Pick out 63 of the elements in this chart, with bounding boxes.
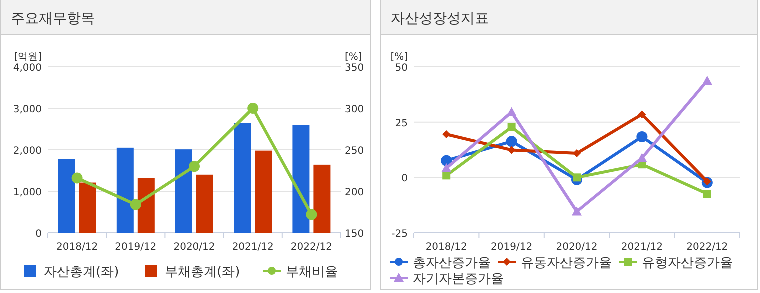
point xyxy=(506,136,518,148)
bar xyxy=(176,150,192,233)
y2-tick-label: 350 xyxy=(345,63,364,74)
point xyxy=(638,110,646,119)
y2-tick-label: 200 xyxy=(345,188,364,198)
y-tick-label: 2,000 xyxy=(13,146,42,157)
y-tick-label: 25 xyxy=(395,118,408,130)
y-tick-label: 1,000 xyxy=(13,188,42,198)
y2-axis-title: [%] xyxy=(345,52,362,63)
y-axis-title: [%] xyxy=(390,52,408,63)
point xyxy=(702,76,712,85)
point xyxy=(573,174,581,182)
y2-tick-label: 250 xyxy=(345,146,364,157)
point xyxy=(572,206,582,216)
y-tick-label: 4,000 xyxy=(13,63,42,74)
x-tick-label: 2021/12 xyxy=(232,242,274,253)
y-tick-label: -25 xyxy=(392,229,408,240)
x-tick-label: 2018/12 xyxy=(426,242,468,253)
legend-label: 총자산증가율 xyxy=(413,256,491,271)
bar xyxy=(196,174,214,233)
y-tick-label: 3,000 xyxy=(13,104,42,116)
chart-title: 주요재무항목 xyxy=(11,11,95,27)
legend-label: 자산총계(좌) xyxy=(44,265,120,280)
x-tick-label: 2022/12 xyxy=(290,242,332,253)
bar xyxy=(116,148,134,233)
bar xyxy=(255,150,272,233)
bar xyxy=(79,182,96,233)
y2-tick-label: 300 xyxy=(345,104,364,116)
y-tick-label: 0 xyxy=(402,174,408,185)
bar xyxy=(138,178,155,233)
legend-label: 유형자산증가율 xyxy=(642,256,733,271)
point xyxy=(248,103,259,114)
point xyxy=(703,190,712,198)
point xyxy=(442,163,452,172)
legend-label: 부채총계(좌) xyxy=(165,265,240,280)
x-tick-label: 2020/12 xyxy=(556,242,598,253)
x-tick-label: 2019/12 xyxy=(491,242,533,253)
chart-title: 자산성장성지표 xyxy=(391,11,489,27)
legend-label: 유동자산증가율 xyxy=(521,256,612,271)
x-tick-label: 2019/12 xyxy=(115,242,157,253)
y2-tick-label: 150 xyxy=(345,229,364,240)
legend-label: 부채비율 xyxy=(286,265,338,280)
point xyxy=(508,123,516,132)
bar xyxy=(58,159,76,233)
x-tick-label: 2021/12 xyxy=(621,242,663,253)
point xyxy=(306,209,318,220)
point xyxy=(703,178,712,186)
point xyxy=(130,199,142,210)
x-tick-label: 2022/12 xyxy=(686,242,728,253)
y-tick-label: 0 xyxy=(36,229,42,240)
legend-label: 자기자본증가율 xyxy=(413,272,504,287)
y-tick-label: 50 xyxy=(395,63,408,74)
point xyxy=(189,161,200,172)
point xyxy=(573,150,581,158)
x-tick-label: 2020/12 xyxy=(174,242,216,253)
bar xyxy=(234,123,252,233)
point xyxy=(442,130,451,139)
bar xyxy=(292,125,310,233)
point xyxy=(636,131,648,142)
y-axis-title: [억원] xyxy=(14,52,42,63)
point xyxy=(72,172,83,184)
x-tick-label: 2018/12 xyxy=(56,242,98,253)
bar xyxy=(314,164,331,233)
